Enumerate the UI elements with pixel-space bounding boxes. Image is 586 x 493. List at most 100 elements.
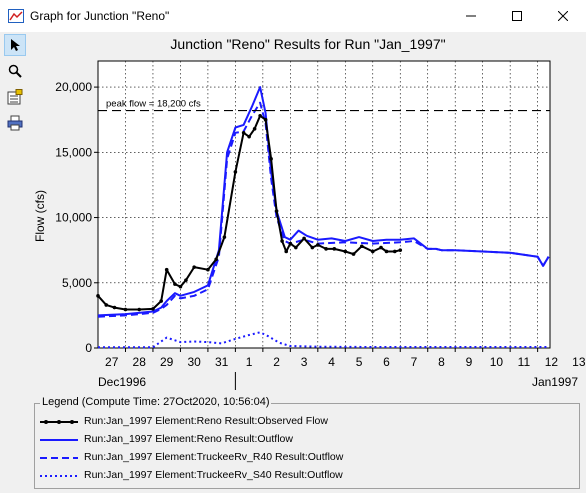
data-point [258,113,262,118]
close-button[interactable] [540,0,586,32]
app-icon [8,9,24,23]
x-tick-label: 28 [133,355,147,369]
x-tick-label: 13 [572,355,586,369]
legend-item-observed-flow: Run:Jan_1997 Element:Reno Result:Observe… [38,415,568,429]
x-axis: 27282930311234567891011121314Dec1996Jan1… [98,348,586,390]
data-point [159,299,163,303]
data-point [123,307,128,312]
x-tick-label: 9 [466,355,473,369]
series-line-dotted [97,331,549,349]
period-label: Jan1997 [532,375,578,389]
data-point [284,249,289,254]
data-point [324,247,328,251]
data-point [351,252,356,256]
data-point [137,307,142,312]
data-point [241,130,246,135]
data-point [164,267,169,272]
data-point [104,303,109,307]
maximize-button[interactable] [494,0,540,32]
legend-label: Run:Jan_1997 Element:Reno Result:Observe… [84,415,328,427]
data-point [192,265,196,269]
x-tick-label: 6 [383,355,390,369]
tabulate-icon [7,89,23,105]
x-tick-label: 12 [545,355,559,369]
legend-label: Run:Jan_1997 Element:TruckeeRv_R40 Resul… [84,451,344,463]
data-point [178,284,183,289]
x-tick-label: 7 [411,355,418,369]
x-tick-label: 2 [273,355,280,369]
x-tick-label: 10 [490,355,504,369]
x-tick-label: 1 [246,355,253,369]
select-tool-button[interactable] [4,34,26,56]
data-point [280,239,284,243]
x-tick-label: 30 [187,355,201,369]
flow-hydrograph-chart: peak flow = 18,200 cfs 0 5,000 10,000 15,00… [33,60,586,390]
print-icon [7,115,23,131]
legend-item-r40-outflow: Run:Jan_1997 Element:TruckeeRv_R40 Resul… [38,451,568,465]
period-label: Dec1996 [98,375,146,389]
maximize-icon [512,11,522,21]
data-point [332,247,337,251]
zoom-icon [8,64,22,78]
plot-area [97,60,551,349]
x-tick-label: 4 [328,355,335,369]
legend-caption: Legend (Compute Time: 27Oct2020, 10:56:0… [40,396,272,408]
data-point [302,236,306,241]
data-point [274,209,279,213]
data-point [214,257,218,262]
data-point [370,249,375,254]
y-tick-label: 0 [85,341,92,355]
legend-label: Run:Jan_1997 Element:TruckeeRv_S40 Resul… [84,469,343,481]
data-point [222,235,227,239]
data-point [398,248,403,252]
data-point [269,157,273,161]
window-title: Graph for Junction "Reno" [30,9,170,23]
y-axis-label: Flow (cfs) [33,190,47,242]
tabulate-tool-button[interactable] [4,86,26,108]
x-tick-label: 31 [215,355,229,369]
legend-swatch-reno-outflow [40,439,78,441]
minimize-icon [466,15,476,17]
legend-swatch-r40-outflow [40,457,78,459]
peak-flow-label: peak flow = 18,200 cfs [106,99,201,110]
legend-swatch-s40-outflow [40,475,78,477]
data-point [173,282,177,286]
data-point [294,245,298,250]
legend: Legend (Compute Time: 27Oct2020, 10:56:0… [34,396,580,489]
x-tick-label: 27 [105,355,119,369]
y-tick-label: 5,000 [62,276,92,290]
series-layer [96,86,550,349]
y-tick-label: 20,000 [55,80,92,94]
chart-title: Junction "Reno" Results for Run "Jan_199… [170,36,446,52]
data-point [206,267,210,272]
x-tick-label: 3 [301,355,308,369]
x-tick-label: 11 [518,355,531,369]
data-point [112,305,117,310]
legend-item-s40-outflow: Run:Jan_1997 Element:TruckeeRv_S40 Resul… [38,469,568,483]
x-tick-label: 29 [160,355,174,369]
data-point [310,245,315,250]
data-point [151,307,155,311]
title-bar: Graph for Junction "Reno" [0,0,586,32]
data-point [316,243,320,247]
series-line-solid-marker [97,114,401,311]
annotation-layer: peak flow = 18,200 cfs [98,99,550,112]
print-tool-button[interactable] [4,112,26,134]
grid-lines [98,61,550,348]
data-point [96,294,100,298]
data-point [343,249,348,254]
legend-box [34,403,580,489]
data-point [359,244,364,249]
data-point [392,249,397,254]
data-point [379,245,383,250]
y-tick-label: 15,000 [55,145,92,159]
zoom-tool-button[interactable] [4,60,26,82]
minimize-button[interactable] [448,0,494,32]
data-point [288,241,293,246]
pointer-icon [11,39,20,51]
data-point [384,249,389,254]
y-axis: 0 5,000 10,000 15,000 20,000 [55,80,98,355]
data-point [184,278,188,282]
data-point [247,134,251,139]
legend-swatch-observed [40,420,78,424]
